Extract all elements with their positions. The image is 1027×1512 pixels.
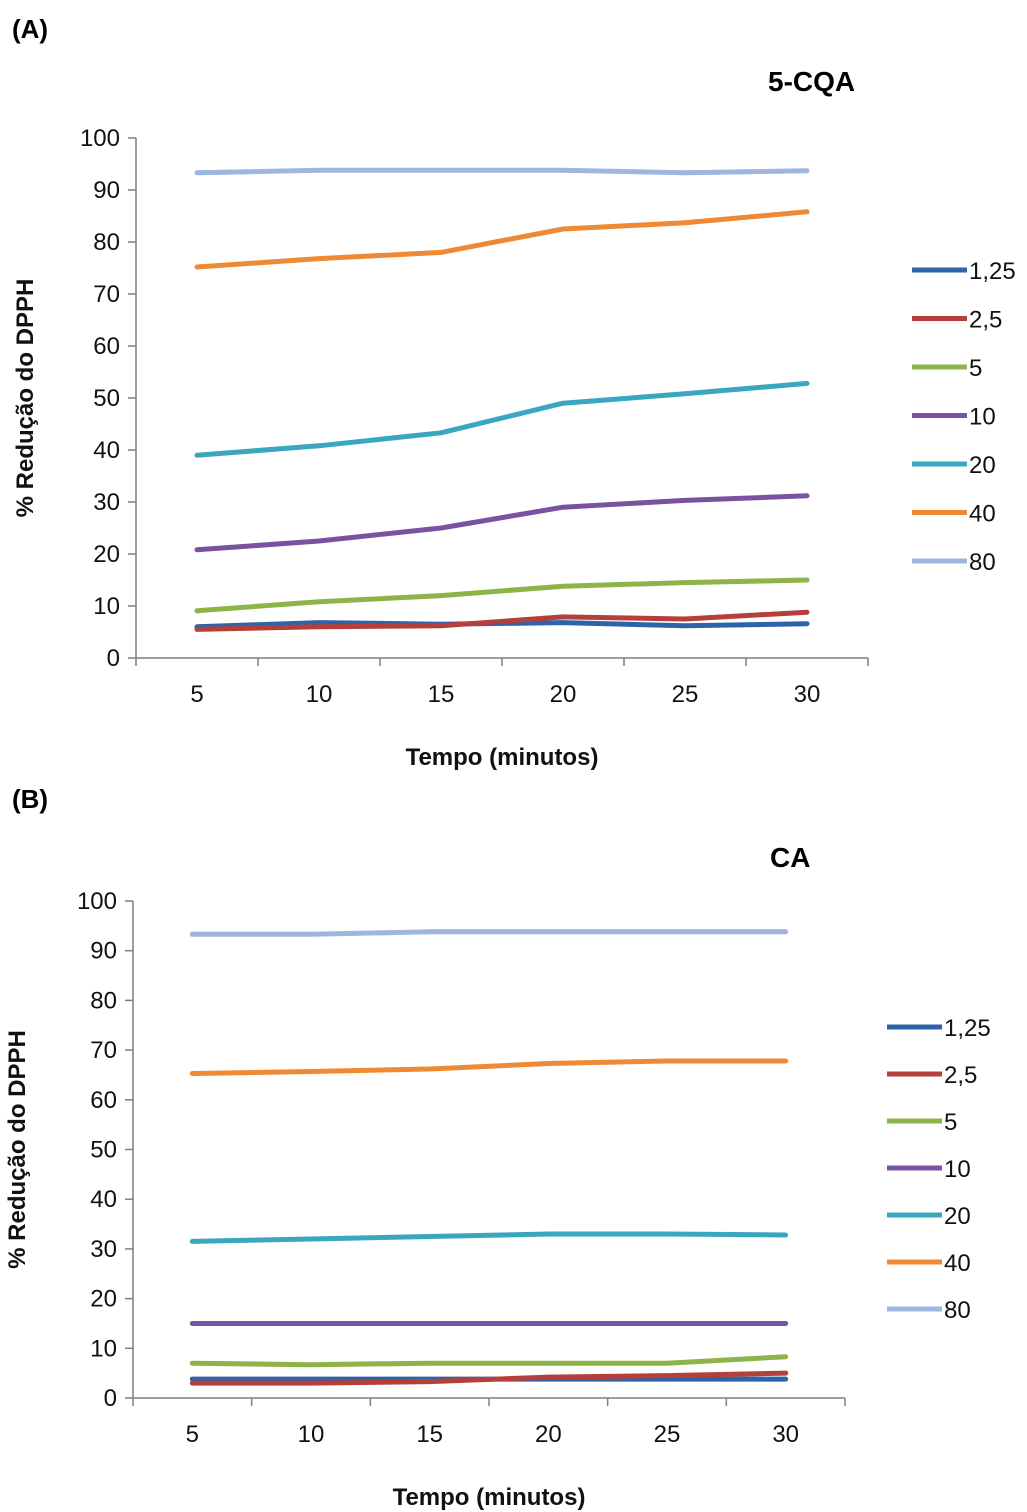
- y-tick-label: 10: [90, 1335, 117, 1362]
- x-tick-label: 20: [535, 1421, 562, 1448]
- y-tick-label: 30: [90, 1236, 117, 1263]
- y-tick-label: 0: [104, 1385, 117, 1412]
- x-axis-title: Tempo (minutos): [393, 1484, 586, 1511]
- series-line-80: [189, 929, 789, 937]
- y-tick-label: 100: [77, 888, 117, 915]
- chart-panel-b: (B) CA 0 10 20 30 40 50 60 70 80 90 100 5 10 15 20 25 30…: [0, 770, 1027, 1512]
- series-line-5: [189, 1354, 789, 1368]
- series-line-10: [194, 493, 810, 553]
- y-tick-label: 30: [93, 489, 120, 516]
- legend-label: 20: [944, 1203, 971, 1230]
- x-tick-label: 10: [298, 1421, 325, 1448]
- y-axis-title: % Redução do DPPH: [12, 279, 39, 518]
- chart-title: 5-CQA: [768, 66, 856, 97]
- legend-label: 20: [969, 452, 996, 479]
- x-tick-label: 25: [672, 681, 699, 708]
- x-tick-label: 15: [428, 681, 455, 708]
- x-axis-title: Tempo (minutos): [406, 744, 599, 771]
- line-chart-a: 0 10 20 30 40 50 60 70 80 90 100 5 10 15 20 25 30 Tempo (…: [12, 125, 1016, 771]
- y-tick-label: 90: [90, 938, 117, 965]
- y-tick-label: 60: [93, 333, 120, 360]
- x-tick-label: 30: [794, 681, 821, 708]
- legend-label: 80: [969, 549, 996, 576]
- legend-label: 10: [944, 1156, 971, 1183]
- legend-label: 40: [944, 1250, 971, 1277]
- y-tick-label: 90: [93, 177, 120, 204]
- series-line-2-5: [194, 609, 810, 632]
- legend-label: 1,25: [969, 258, 1016, 285]
- series-line-20: [189, 1231, 789, 1244]
- y-tick-label: 10: [93, 593, 120, 620]
- y-tick-label: 20: [93, 541, 120, 568]
- legend-label: 40: [969, 501, 996, 528]
- legend-label: 2,5: [969, 307, 1002, 334]
- line-chart-b: 0 10 20 30 40 50 60 70 80 90 100 5 10 15 20 25 30 Tempo (…: [4, 888, 991, 1511]
- y-tick-label: 50: [90, 1137, 117, 1164]
- legend-label: 2,5: [944, 1062, 977, 1089]
- y-tick-label: 40: [90, 1186, 117, 1213]
- x-tick-label: 25: [654, 1421, 681, 1448]
- x-tick-label: 5: [190, 681, 203, 708]
- y-tick-label: 60: [90, 1087, 117, 1114]
- y-axis-title: % Redução do DPPH: [4, 1030, 31, 1269]
- y-tick-label: 100: [80, 125, 120, 152]
- series-line-2-5: [189, 1370, 789, 1386]
- x-tick-label: 5: [186, 1421, 199, 1448]
- series-line-40: [194, 209, 810, 270]
- series-line-40: [189, 1058, 789, 1076]
- chart-panel-a: (A) 5-CQA 0 10 20 30 40 50 60 70 80 90 100 5 10 15 20 2…: [12, 14, 1016, 771]
- series-line-5: [194, 577, 810, 614]
- y-tick-label: 50: [93, 385, 120, 412]
- y-tick-label: 40: [93, 437, 120, 464]
- legend-label: 10: [969, 404, 996, 431]
- legend-label: 80: [944, 1297, 971, 1324]
- y-tick-label: 80: [90, 987, 117, 1014]
- y-tick-label: 70: [90, 1037, 117, 1064]
- y-tick-label: 0: [107, 645, 120, 672]
- series-line-80: [194, 167, 810, 176]
- panel-label: (B): [12, 784, 49, 814]
- x-tick-label: 10: [306, 681, 333, 708]
- y-tick-label: 80: [93, 229, 120, 256]
- x-tick-label: 30: [772, 1421, 799, 1448]
- series-line-20: [194, 380, 810, 458]
- y-tick-label: 70: [93, 281, 120, 308]
- chart-title: CA: [770, 842, 811, 873]
- y-tick-label: 20: [90, 1286, 117, 1313]
- legend-label: 5: [944, 1109, 957, 1136]
- x-tick-label: 15: [416, 1421, 443, 1448]
- legend-label: 5: [969, 355, 982, 382]
- x-tick-label: 20: [550, 681, 577, 708]
- panel-label: (A): [12, 14, 49, 44]
- legend-label: 1,25: [944, 1015, 991, 1042]
